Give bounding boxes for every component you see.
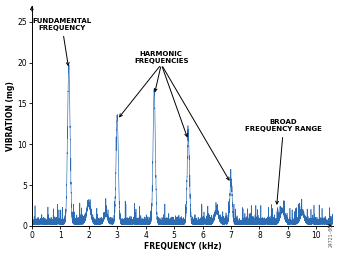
Text: FUNDAMENTAL
FREQUENCY: FUNDAMENTAL FREQUENCY bbox=[32, 18, 91, 65]
Y-axis label: VIBRATION (mg): VIBRATION (mg) bbox=[5, 81, 15, 151]
X-axis label: FREQUENCY (kHz): FREQUENCY (kHz) bbox=[144, 242, 221, 251]
Text: BROAD
FREQUENCY RANGE: BROAD FREQUENCY RANGE bbox=[245, 119, 322, 204]
Text: HARMONIC
FREQUENCIES: HARMONIC FREQUENCIES bbox=[134, 51, 188, 64]
Text: 24721-002: 24721-002 bbox=[329, 221, 334, 247]
